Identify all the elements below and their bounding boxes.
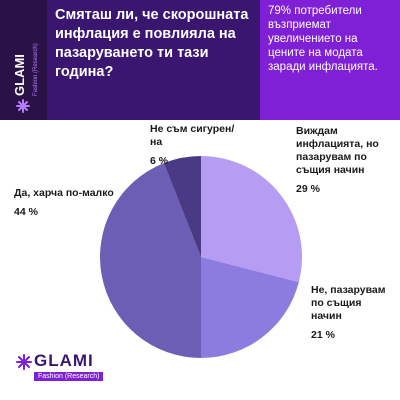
brand-strip: GLAMI Fashion (Research) (0, 0, 47, 120)
slice-not-sure (163, 156, 201, 257)
header-bar: GLAMI Fashion (Research) Смяташ ли, че с… (0, 0, 400, 120)
label-pct: 6 % (150, 155, 169, 167)
survey-question: Смяташ ли, че скорошната инфлация е повл… (55, 7, 249, 80)
label-spend-less: Да, харча по-малко 44 % (14, 187, 114, 219)
sparkle-icon (16, 354, 32, 370)
brand-logo: GLAMI Fashion (Research) (16, 350, 116, 390)
question-panel: Смяташ ли, че скорошната инфлация е повл… (47, 0, 260, 120)
label-pct: 44 % (14, 206, 38, 218)
label-not-sure: Не съм сигурен/на 6 % (150, 123, 245, 168)
brand-name: GLAMI (34, 351, 94, 370)
stat-panel: 79% потребители възприемат увеличението … (260, 0, 400, 120)
stat-summary: 79% потребители възприемат увеличението … (268, 5, 378, 73)
brand-tagline-vertical: Fashion (Research) (33, 43, 39, 96)
slice-spend-less (99, 163, 201, 358)
label-pct: 21 % (311, 329, 335, 341)
brand-name-vertical: GLAMI (12, 54, 27, 96)
label-text: Не съм сигурен/на (150, 123, 235, 148)
brand-tagline: Fashion (Research) (34, 372, 104, 381)
slice-no-same (201, 257, 299, 358)
label-text: Не, пазарувам по същия начин (311, 284, 386, 322)
label-same-but-see-inflation: Виждам инфлацията, но пазарувам по същия… (296, 125, 391, 196)
slice-same-but-see-inflation (201, 156, 302, 283)
label-text: Виждам инфлацията, но пазарувам по същия… (296, 125, 379, 176)
label-pct: 29 % (296, 183, 320, 195)
brand-logo-vertical: GLAMI Fashion (Research) (12, 43, 39, 113)
label-no-same: Не, пазарувам по същия начин 21 % (311, 284, 391, 342)
label-text: Да, харча по-малко (14, 187, 114, 199)
pie-chart (99, 156, 302, 358)
